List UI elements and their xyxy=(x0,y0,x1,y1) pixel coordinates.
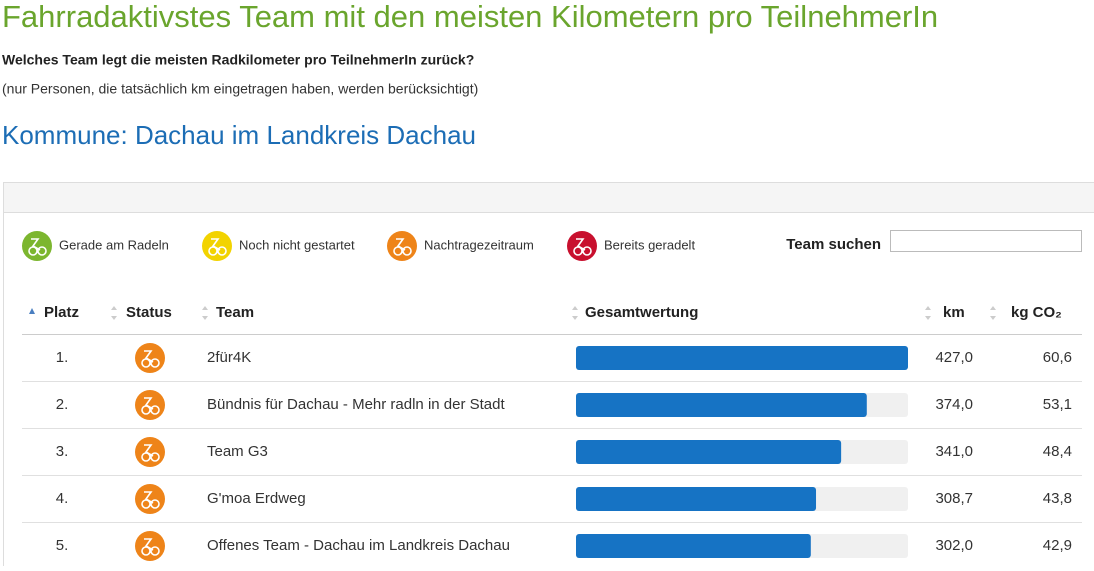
legend-label: Noch nicht gestartet xyxy=(239,237,355,252)
column-header: Platz xyxy=(44,304,79,321)
team-name: Offenes Team - Dachau im Landkreis Dacha… xyxy=(207,537,510,554)
team-name: Team G3 xyxy=(207,443,268,460)
note: (nur Personen, die tatsächlich km einget… xyxy=(2,81,478,97)
status-icon xyxy=(202,231,232,261)
co2-value: 53,1 xyxy=(1043,396,1072,413)
co2-value: 42,9 xyxy=(1043,537,1072,554)
column-header: Gesamtwertung xyxy=(585,304,698,321)
co2-value: 48,4 xyxy=(1043,443,1072,460)
km-value: 427,0 xyxy=(935,349,973,366)
legend-label: Gerade am Radeln xyxy=(59,237,169,252)
column-header: kg CO₂ xyxy=(1011,304,1062,321)
title: Fahrradaktivstes Team mit den meisten Ki… xyxy=(2,0,938,34)
team-name: Bündnis für Dachau - Mehr radln in der S… xyxy=(207,396,505,413)
status-icon xyxy=(135,437,165,467)
bar xyxy=(576,534,811,558)
status-icon xyxy=(22,231,52,261)
bar xyxy=(576,440,841,464)
search-input[interactable] xyxy=(891,231,1082,252)
bar xyxy=(576,487,816,511)
bar xyxy=(576,393,867,417)
km-value: 341,0 xyxy=(935,443,973,460)
co2-value: 43,8 xyxy=(1043,490,1072,507)
rank: 3. xyxy=(56,443,69,460)
legend-label: Nachtragezeitraum xyxy=(424,237,534,252)
rank: 4. xyxy=(56,490,69,507)
legend-label: Bereits geradelt xyxy=(604,237,695,252)
rank: 2. xyxy=(56,396,69,413)
rank: 5. xyxy=(56,537,69,554)
status-icon xyxy=(135,390,165,420)
km-value: 374,0 xyxy=(935,396,973,413)
search-label: Team suchen xyxy=(786,236,881,253)
column-header: Team xyxy=(216,304,254,321)
status-icon xyxy=(567,231,597,261)
team-name: G'moa Erdweg xyxy=(207,490,306,507)
km-value: 302,0 xyxy=(935,537,973,554)
status-icon xyxy=(387,231,417,261)
status-icon xyxy=(135,531,165,561)
column-header: Status xyxy=(126,304,172,321)
column-header: km xyxy=(943,304,965,321)
team-name: 2für4K xyxy=(207,349,251,366)
status-icon xyxy=(135,343,165,373)
panel-header xyxy=(4,183,1094,212)
co2-value: 60,6 xyxy=(1043,349,1072,366)
bar xyxy=(576,346,908,370)
question: Welches Team legt die meisten Radkilomet… xyxy=(2,52,474,68)
km-value: 308,7 xyxy=(935,490,973,507)
rank: 1. xyxy=(56,349,69,366)
status-icon xyxy=(135,484,165,514)
subtitle: Kommune: Dachau im Landkreis Dachau xyxy=(2,120,476,150)
